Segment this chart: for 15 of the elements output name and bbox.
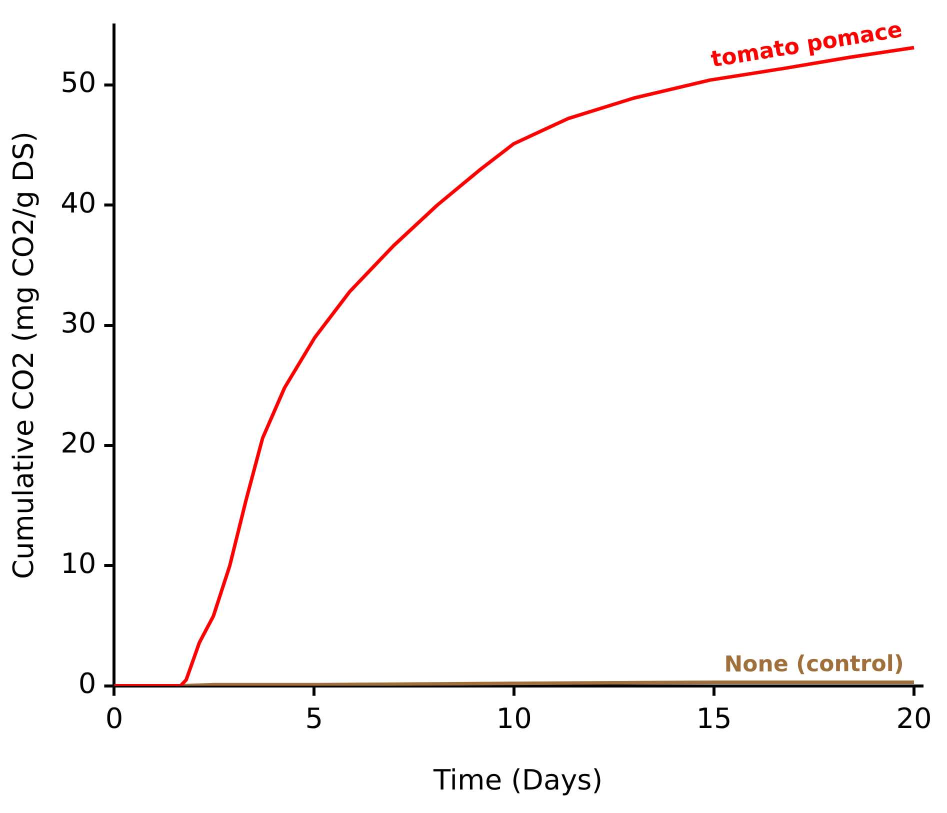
x-tick-label: 5: [305, 702, 324, 735]
series-label: None (control): [724, 652, 904, 678]
y-axis-title: Cumulative CO2 (mg CO2/g DS): [7, 131, 40, 580]
y-tick-label: 20: [60, 426, 96, 460]
x-tick-label: 20: [896, 702, 932, 735]
y-tick-label: 50: [60, 66, 96, 100]
y-tick-label: 0: [78, 667, 96, 700]
y-tick-label: 30: [60, 306, 96, 340]
y-tick-label: 40: [60, 186, 96, 220]
x-tick-label: 10: [496, 702, 532, 735]
x-axis-title: Time (Days): [432, 763, 603, 796]
text: tomato pomace: [709, 18, 904, 73]
x-tick-label: 15: [696, 702, 732, 735]
y-tick-label: 10: [60, 546, 96, 580]
x-tick-label: 0: [105, 702, 124, 735]
